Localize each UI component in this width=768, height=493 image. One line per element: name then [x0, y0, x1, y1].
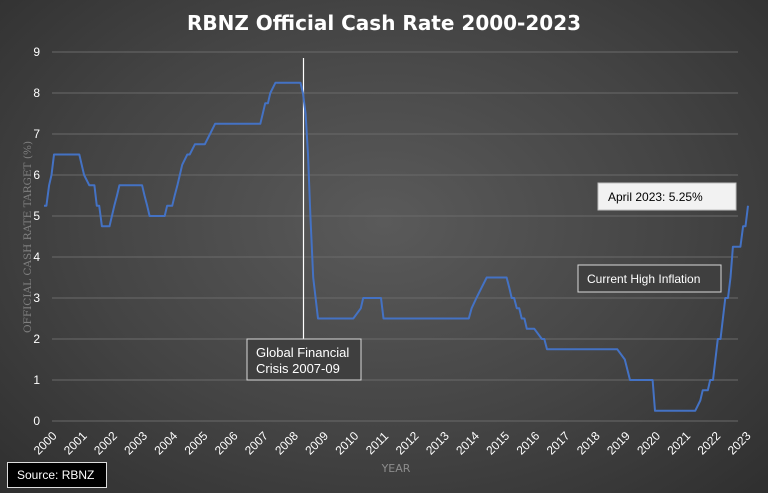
x-tick-label: 2020 [634, 429, 663, 458]
y-tick-label: 6 [33, 168, 40, 182]
inflation-annotation: Current High Inflation [577, 264, 722, 293]
inflation-annotation-text: Current High Inflation [587, 272, 700, 286]
y-tick-label: 2 [33, 332, 40, 346]
y-tick-label: 3 [33, 291, 40, 305]
x-tick-label: 2014 [453, 429, 482, 458]
x-tick-label: 2001 [61, 429, 90, 458]
x-tick-label: 2011 [363, 429, 391, 457]
x-axis-label: YEAR [381, 462, 411, 475]
gfc-annotation-line2: Crisis 2007-09 [256, 361, 340, 376]
x-tick-label: 2015 [483, 429, 512, 458]
gfc-annotation: Global Financial Crisis 2007-09 [246, 338, 362, 381]
x-tick-label: 2010 [333, 429, 362, 458]
x-tick-label: 2009 [302, 429, 331, 458]
x-tick-label: 2000 [31, 429, 60, 458]
x-tick-labels: 2000 2001 2002 2003 2004 2005 2006 2007 2008 2009… [31, 429, 754, 458]
x-tick-label: 2005 [182, 429, 211, 458]
x-tick-label: 2019 [604, 429, 633, 458]
y-tick-label: 8 [33, 86, 40, 100]
y-tick-label: 5 [33, 209, 40, 223]
x-tick-label: 2013 [423, 429, 452, 458]
x-tick-label: 2016 [514, 429, 543, 458]
x-tick-label: 2006 [212, 429, 241, 458]
april-annotation-text: April 2023: 5.25% [608, 190, 703, 204]
x-tick-label: 2021 [664, 429, 693, 458]
series-line-ocr [44, 81, 749, 412]
x-tick-label: 2023 [725, 429, 754, 458]
x-tick-label: 2008 [272, 429, 301, 458]
y-tick-labels: 0 1 2 3 4 5 6 7 8 9 [33, 45, 40, 428]
x-tick-label: 2012 [393, 429, 422, 458]
chart-title: RBNZ Official Cash Rate 2000-2023 [187, 11, 581, 35]
x-tick-label: 2002 [91, 429, 120, 458]
y-axis-label: OFFICIAL CASH RATE TARGET (%) [22, 141, 34, 333]
x-tick-label: 2004 [151, 429, 180, 458]
y-tick-label: 0 [33, 414, 40, 428]
y-tick-label: 1 [33, 373, 40, 387]
gridlines [52, 51, 738, 422]
x-tick-label: 2007 [242, 429, 271, 458]
y-tick-label: 9 [33, 45, 40, 59]
x-tick-label: 2022 [695, 429, 724, 458]
april-annotation: April 2023: 5.25% [597, 182, 737, 211]
x-tick-label: 2017 [544, 429, 573, 458]
source-label: Source: RBNZ [7, 462, 107, 488]
x-tick-label: 2018 [574, 429, 603, 458]
x-tick-label: 2003 [121, 429, 150, 458]
y-tick-label: 7 [33, 127, 40, 141]
y-tick-label: 4 [33, 250, 40, 264]
gfc-annotation-line1: Global Financial [256, 345, 349, 360]
